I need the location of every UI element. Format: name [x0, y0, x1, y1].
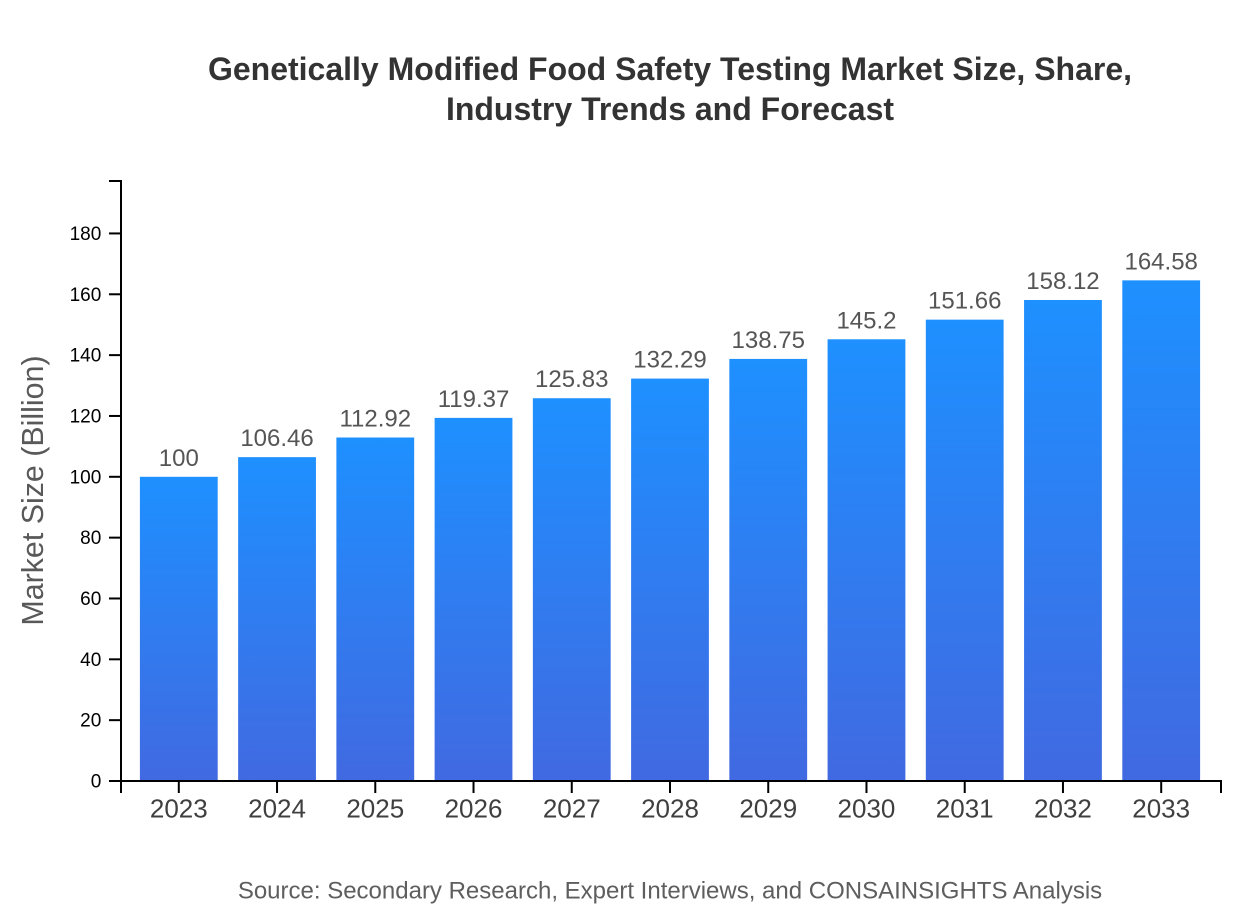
svg-text:100: 100 — [70, 467, 102, 488]
svg-text:138.75: 138.75 — [732, 327, 805, 354]
svg-text:2033: 2033 — [1132, 793, 1190, 823]
svg-text:160: 160 — [70, 285, 102, 306]
svg-text:2028: 2028 — [641, 793, 699, 823]
svg-text:180: 180 — [70, 224, 102, 245]
svg-text:145.2: 145.2 — [836, 307, 896, 334]
svg-text:0: 0 — [91, 772, 102, 793]
svg-text:Source: Secondary Research, Ex: Source: Secondary Research, Expert Inter… — [238, 878, 1102, 905]
svg-text:164.58: 164.58 — [1124, 248, 1197, 275]
svg-text:2029: 2029 — [739, 793, 797, 823]
svg-text:Market Size (Billion): Market Size (Billion) — [16, 355, 50, 625]
svg-text:125.83: 125.83 — [535, 366, 608, 393]
svg-text:2032: 2032 — [1034, 793, 1092, 823]
svg-text:60: 60 — [80, 589, 101, 610]
svg-text:119.37: 119.37 — [438, 386, 510, 413]
svg-text:2030: 2030 — [838, 793, 896, 823]
svg-text:80: 80 — [80, 528, 101, 549]
svg-text:2023: 2023 — [150, 793, 208, 823]
svg-text:20: 20 — [80, 711, 101, 732]
svg-text:158.12: 158.12 — [1026, 268, 1099, 295]
svg-text:2026: 2026 — [445, 793, 503, 823]
svg-text:Industry Trends and Forecast: Industry Trends and Forecast — [446, 91, 894, 127]
svg-text:Genetically Modified Food Safe: Genetically Modified Food Safety Testing… — [208, 51, 1132, 87]
svg-text:151.66: 151.66 — [928, 288, 1001, 315]
svg-text:140: 140 — [70, 346, 102, 367]
svg-text:100: 100 — [159, 445, 199, 472]
svg-text:106.46: 106.46 — [240, 425, 313, 452]
svg-text:112.92: 112.92 — [339, 406, 411, 433]
svg-text:132.29: 132.29 — [633, 347, 706, 374]
svg-text:2027: 2027 — [543, 793, 601, 823]
svg-text:2025: 2025 — [346, 793, 404, 823]
svg-text:40: 40 — [80, 650, 101, 671]
svg-text:2024: 2024 — [248, 793, 306, 823]
svg-text:2031: 2031 — [936, 793, 994, 823]
svg-text:120: 120 — [70, 406, 102, 427]
